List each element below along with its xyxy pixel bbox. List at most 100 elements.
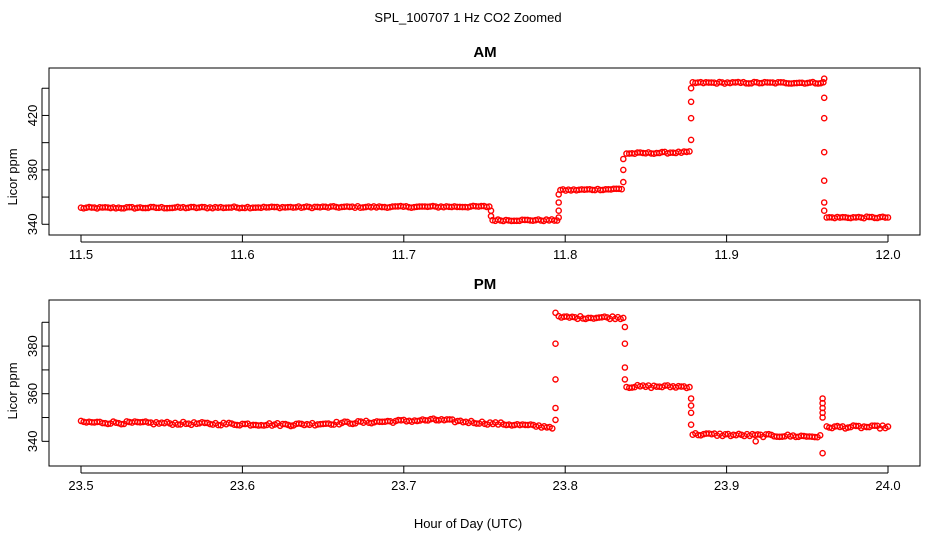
pm-data-point xyxy=(621,376,629,383)
pm-data-point xyxy=(752,437,760,445)
am-data-point xyxy=(555,214,563,221)
pm-data-point xyxy=(819,449,826,457)
am-data-point xyxy=(487,212,495,220)
pm-data-point xyxy=(754,431,762,438)
pm-x-tick-label: 23.8 xyxy=(553,478,578,493)
am-y-label: Licor ppm xyxy=(5,148,20,205)
pm-axes: 23.5 23.6 23.7 23.8 23.9 24.0 340 360 380 xyxy=(25,299,921,493)
pm-data-point xyxy=(568,313,576,321)
am-data-point xyxy=(620,155,627,163)
am-data-point xyxy=(820,79,827,86)
pm-x-tick-label: 23.5 xyxy=(68,478,93,493)
pm-data-point xyxy=(686,383,693,391)
pm-data-point xyxy=(819,395,826,402)
pm-data-point xyxy=(683,384,691,392)
am-data-point xyxy=(483,203,491,211)
pm-data-point xyxy=(628,384,636,391)
am-x-tick-label: 11.5 xyxy=(69,247,93,262)
am-data-point xyxy=(620,178,627,186)
am-data-point xyxy=(884,214,892,221)
pm-data-point xyxy=(811,433,819,441)
am-data-point xyxy=(820,94,828,102)
am-x-tick-label: 11.7 xyxy=(392,247,416,262)
pm-y-tick-label: 340 xyxy=(25,430,40,452)
pm-data-point xyxy=(225,419,233,427)
pm-data-point xyxy=(816,431,824,439)
pm-data-point xyxy=(552,309,559,317)
pm-data-point xyxy=(104,420,112,428)
pm-data-point xyxy=(884,423,892,430)
am-points xyxy=(77,75,892,225)
pm-data-point xyxy=(552,416,559,424)
am-data-point xyxy=(555,207,563,214)
pm-data-point xyxy=(118,420,125,428)
pm-data-point xyxy=(552,404,559,412)
pm-data-point xyxy=(871,422,879,430)
pm-data-point xyxy=(260,422,268,429)
pm-x-tick-label: 23.6 xyxy=(230,478,255,493)
am-data-point xyxy=(555,191,563,198)
am-data-point xyxy=(687,98,695,106)
am-data-point xyxy=(820,114,828,122)
am-data-point xyxy=(686,148,693,155)
pm-panel: PM Licor ppm 23.5 23.6 23.7 23.8 23.9 24.0 340… xyxy=(5,276,921,493)
am-panel-title: AM xyxy=(473,44,496,61)
pm-data-point xyxy=(287,422,295,430)
am-x-tick-label: 11.6 xyxy=(230,247,254,262)
am-data-point xyxy=(820,148,828,156)
pm-x-tick-label: 23.7 xyxy=(391,478,416,493)
am-data-point xyxy=(551,217,558,224)
pm-data-point xyxy=(341,418,348,426)
am-y-tick-label: 380 xyxy=(25,159,40,181)
figure-x-label: Hour of Day (UTC) xyxy=(414,516,522,531)
pm-data-point xyxy=(687,402,695,409)
am-y-tick-label: 420 xyxy=(25,105,40,127)
am-data-point xyxy=(615,185,623,193)
am-data-point xyxy=(687,84,695,92)
pm-data-point xyxy=(552,376,559,383)
am-x-tick-label: 11.9 xyxy=(714,247,738,262)
pm-data-point xyxy=(174,421,182,428)
am-x-tick-label: 11.8 xyxy=(553,247,577,262)
pm-data-point xyxy=(687,409,695,417)
figure-title: SPL_100707 1 Hz CO2 Zoomed xyxy=(374,10,561,25)
pm-data-point xyxy=(549,425,556,432)
am-data-point xyxy=(620,166,627,174)
am-y-tick-label: 340 xyxy=(25,213,40,235)
pm-data-point xyxy=(349,420,357,428)
pm-data-point xyxy=(778,433,786,441)
pm-data-point xyxy=(473,420,480,427)
pm-data-point xyxy=(601,313,608,321)
pm-data-point xyxy=(621,340,629,348)
pm-panel-title: PM xyxy=(474,276,497,293)
am-data-point xyxy=(683,148,691,156)
am-data-point xyxy=(618,185,626,193)
pm-y-label: Licor ppm xyxy=(5,362,20,419)
pm-y-tick-label: 360 xyxy=(25,383,40,405)
am-axes: 11.5 11.6 11.7 11.8 11.9 12.0 340 380 420 xyxy=(25,67,921,262)
am-plot-frame xyxy=(48,67,921,236)
pm-x-tick-label: 24.0 xyxy=(875,478,900,493)
am-panel: AM Licor ppm 11.5 11.6 11.7 11.8 11.9 12.0 340… xyxy=(5,44,921,262)
am-data-point xyxy=(820,177,828,184)
pm-data-point xyxy=(687,395,695,402)
am-x-tick-label: 12.0 xyxy=(875,247,900,262)
pm-y-tick-label: 380 xyxy=(25,335,40,357)
pm-data-point xyxy=(844,424,852,431)
am-data-point xyxy=(555,199,563,206)
pm-data-point xyxy=(527,421,535,428)
am-data-point xyxy=(820,199,828,206)
am-data-point xyxy=(882,214,889,221)
pm-x-tick-label: 23.9 xyxy=(714,478,739,493)
pm-data-point xyxy=(327,421,335,428)
am-data-point xyxy=(820,75,828,82)
pm-data-point xyxy=(214,421,222,429)
pm-data-point xyxy=(620,314,627,322)
am-data-point xyxy=(687,136,695,144)
pm-data-point xyxy=(852,422,860,430)
pm-data-point xyxy=(621,364,629,371)
pm-data-point xyxy=(765,430,773,438)
am-data-point xyxy=(687,114,695,122)
